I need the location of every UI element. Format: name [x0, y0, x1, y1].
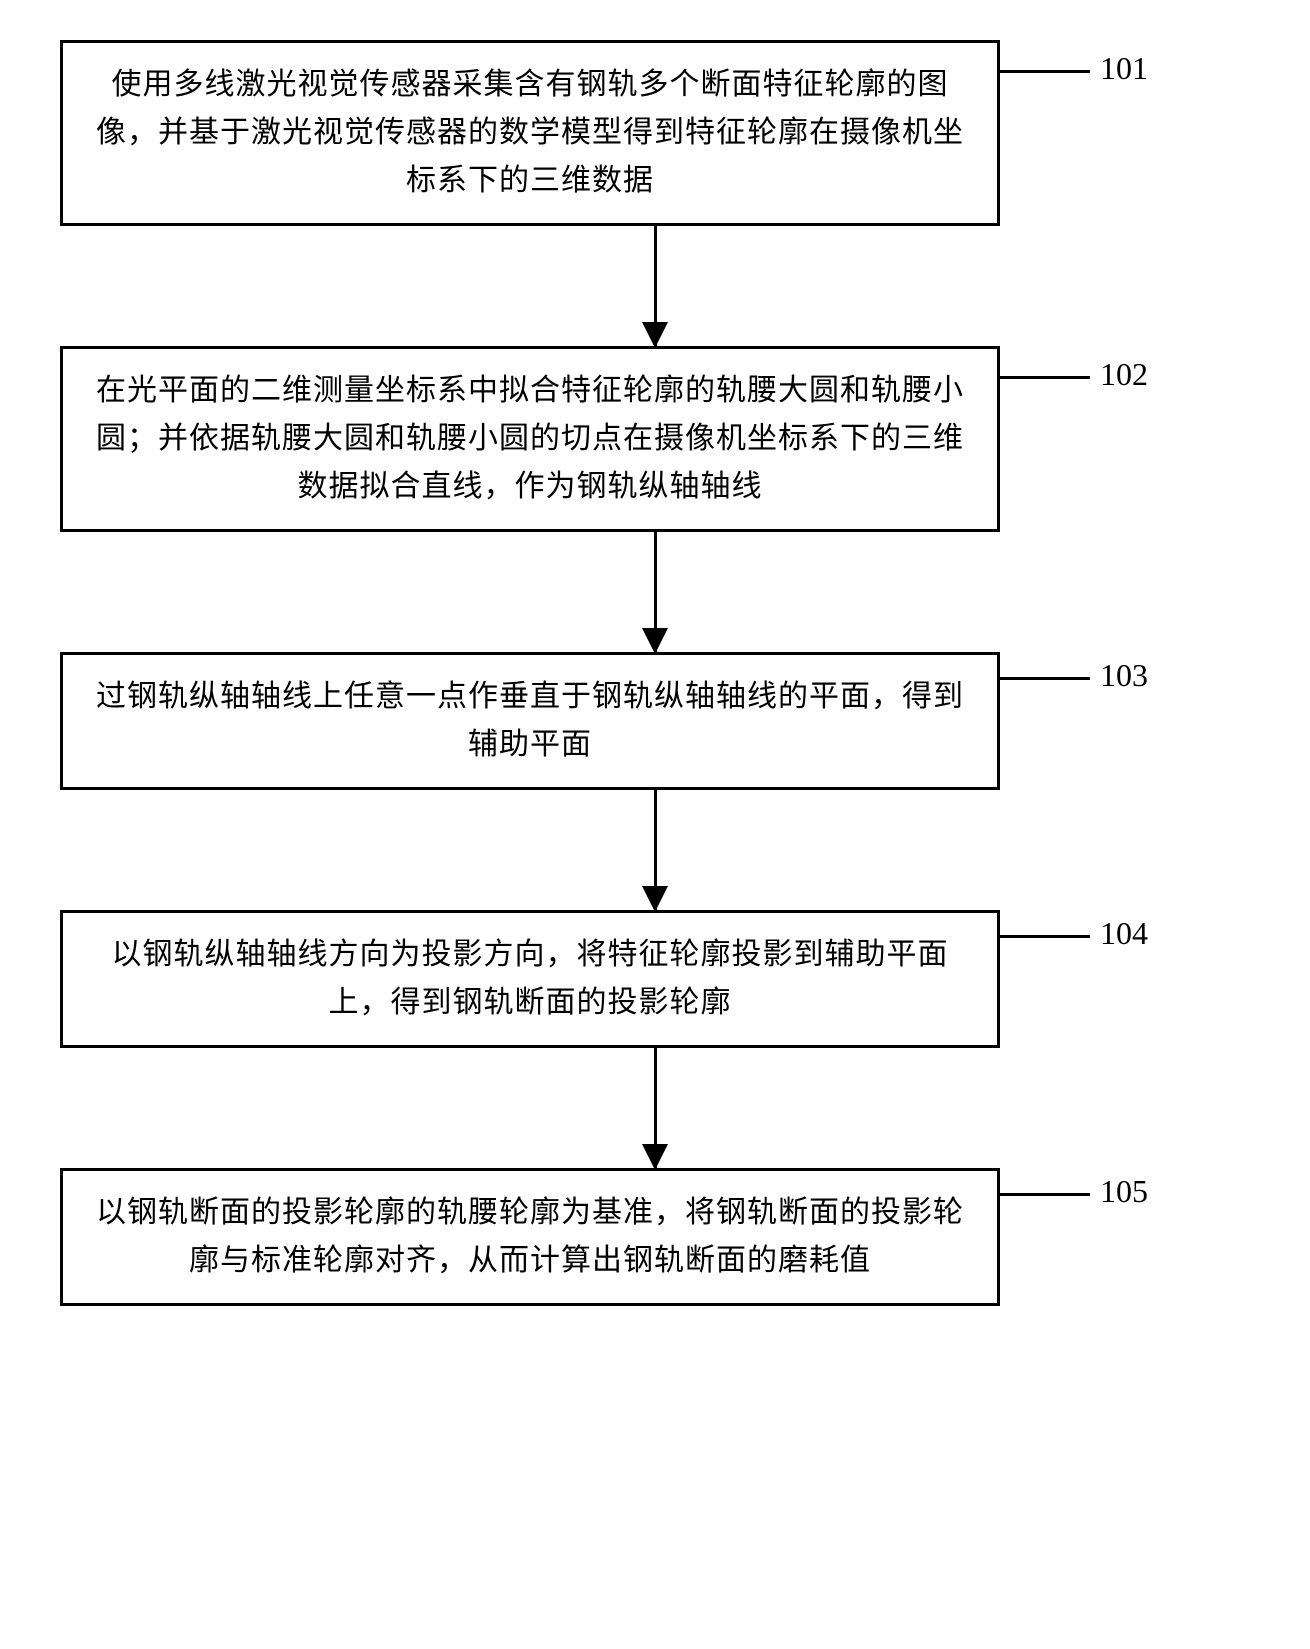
step-label-104: 104 [1100, 915, 1148, 952]
connector-line-105 [1000, 1193, 1090, 1196]
step-row-105: 以钢轨断面的投影轮廓的轨腰轮廓为基准，将钢轨断面的投影轮廓与标准轮廓对齐，从而计… [60, 1168, 1250, 1306]
step-box-105: 以钢轨断面的投影轮廓的轨腰轮廓为基准，将钢轨断面的投影轮廓与标准轮廓对齐，从而计… [60, 1168, 1000, 1306]
arrow-head-icon [642, 628, 668, 654]
arrow-103-to-104 [185, 790, 1125, 910]
step-row-101: 使用多线激光视觉传感器采集含有钢轨多个断面特征轮廓的图像，并基于激光视觉传感器的… [60, 40, 1250, 226]
step-label-101: 101 [1100, 50, 1148, 87]
connector-line-102 [1000, 376, 1090, 379]
arrow-head-icon [642, 886, 668, 912]
connector-line-103 [1000, 677, 1090, 680]
arrow-102-to-103 [185, 532, 1125, 652]
step-label-102: 102 [1100, 356, 1148, 393]
step-row-104: 以钢轨纵轴轴线方向为投影方向，将特征轮廓投影到辅助平面上，得到钢轨断面的投影轮廓… [60, 910, 1250, 1048]
step-label-105: 105 [1100, 1173, 1148, 1210]
step-row-103: 过钢轨纵轴轴线上任意一点作垂直于钢轨纵轴轴线的平面，得到辅助平面 103 [60, 652, 1250, 790]
flowchart-container: 使用多线激光视觉传感器采集含有钢轨多个断面特征轮廓的图像，并基于激光视觉传感器的… [60, 40, 1250, 1306]
arrow-104-to-105 [185, 1048, 1125, 1168]
step-box-101: 使用多线激光视觉传感器采集含有钢轨多个断面特征轮廓的图像，并基于激光视觉传感器的… [60, 40, 1000, 226]
step-box-103: 过钢轨纵轴轴线上任意一点作垂直于钢轨纵轴轴线的平面，得到辅助平面 [60, 652, 1000, 790]
step-box-104: 以钢轨纵轴轴线方向为投影方向，将特征轮廓投影到辅助平面上，得到钢轨断面的投影轮廓 [60, 910, 1000, 1048]
step-label-103: 103 [1100, 657, 1148, 694]
arrow-101-to-102 [185, 226, 1125, 346]
arrow-head-icon [642, 322, 668, 348]
connector-line-104 [1000, 935, 1090, 938]
step-row-102: 在光平面的二维测量坐标系中拟合特征轮廓的轨腰大圆和轨腰小圆；并依据轨腰大圆和轨腰… [60, 346, 1250, 532]
step-box-102: 在光平面的二维测量坐标系中拟合特征轮廓的轨腰大圆和轨腰小圆；并依据轨腰大圆和轨腰… [60, 346, 1000, 532]
connector-line-101 [1000, 70, 1090, 73]
arrow-head-icon [642, 1144, 668, 1170]
